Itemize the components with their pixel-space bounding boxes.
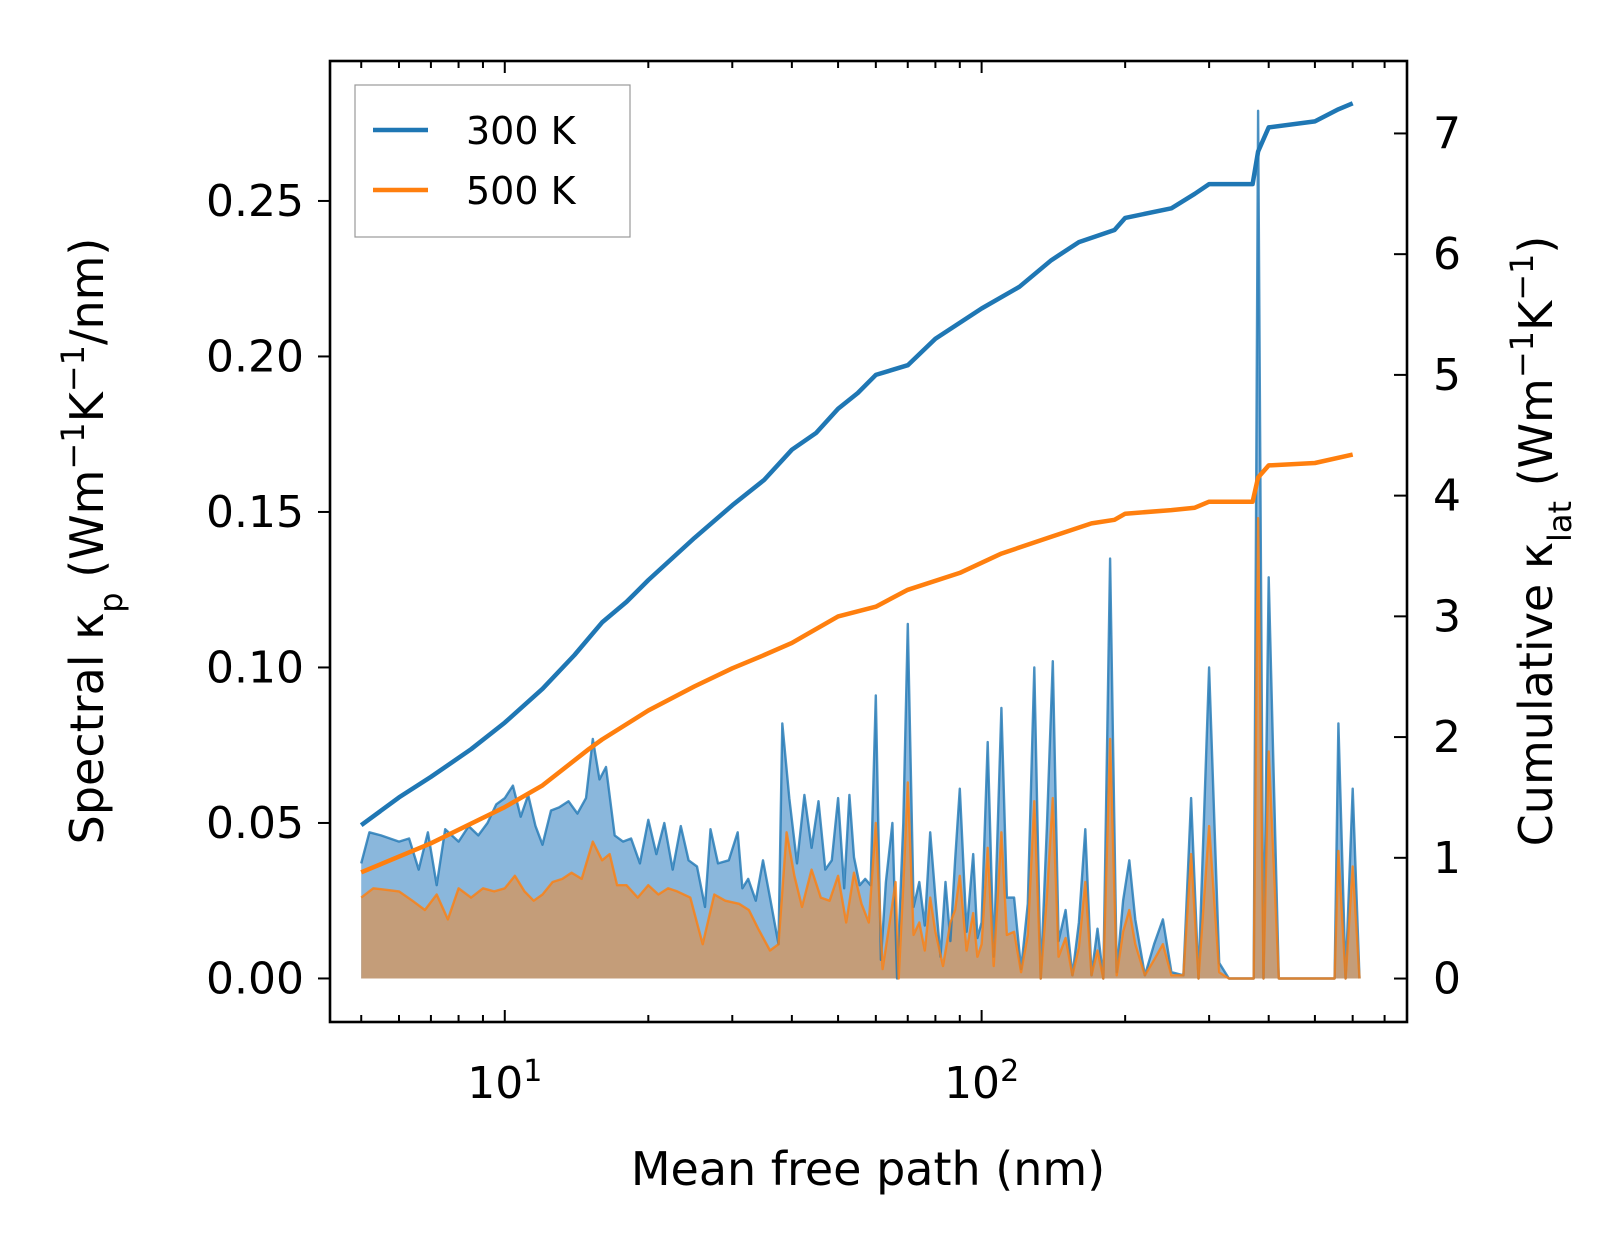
y-left-tick-label: 0.05 <box>206 798 304 849</box>
axis-tick-labels: 0.00 0.05 0.10 0.15 0.20 0.25 0 1 2 3 4 5 6 7 101 102 <box>206 108 1461 1109</box>
y-axis-title-right: Cumulative κlat (Wm−1K−1) <box>1503 236 1579 847</box>
spectral-line-500k <box>360 517 1361 980</box>
legend-label-300k: 300 K <box>466 109 577 153</box>
y-right-tick-label: 0 <box>1433 954 1461 1005</box>
y-right-tick-label: 6 <box>1433 229 1461 280</box>
y-right-tick-label: 5 <box>1433 350 1461 401</box>
x-tick-label: 101 <box>467 1054 542 1110</box>
spectral-line-300k <box>360 109 1361 980</box>
y-left-tick-label: 0.10 <box>206 642 304 693</box>
y-left-tick-label: 0.15 <box>206 487 304 538</box>
y-axis-title-left: Spectral κp (Wm−1K−1/nm) <box>54 238 130 845</box>
y-left-tick-label: 0.00 <box>206 953 304 1004</box>
y-left-tick-label: 0.20 <box>206 331 304 382</box>
plot-area <box>359 101 1361 980</box>
legend-label-500k: 500 K <box>466 169 577 213</box>
axes-frame <box>328 59 1409 1024</box>
y-right-tick-label: 2 <box>1433 712 1461 763</box>
cumulative-lines <box>359 101 1354 875</box>
legend: 300 K 500 K <box>354 84 631 238</box>
y-right-tick-label: 7 <box>1433 108 1461 159</box>
y-left-tick-label: 0.25 <box>206 176 304 227</box>
cumulative-line-300k <box>359 101 1354 828</box>
axis-ticks <box>318 61 1407 1022</box>
y-right-tick-label: 1 <box>1433 833 1461 884</box>
x-tick-label: 102 <box>944 1054 1019 1110</box>
spectral-lines <box>360 109 1361 980</box>
x-axis-title: Mean free path (nm) <box>631 1142 1105 1196</box>
cumulative-line-500k <box>360 452 1354 875</box>
y-right-tick-label: 4 <box>1433 471 1461 522</box>
legend-box <box>354 84 631 238</box>
y-right-tick-label: 3 <box>1433 591 1461 642</box>
